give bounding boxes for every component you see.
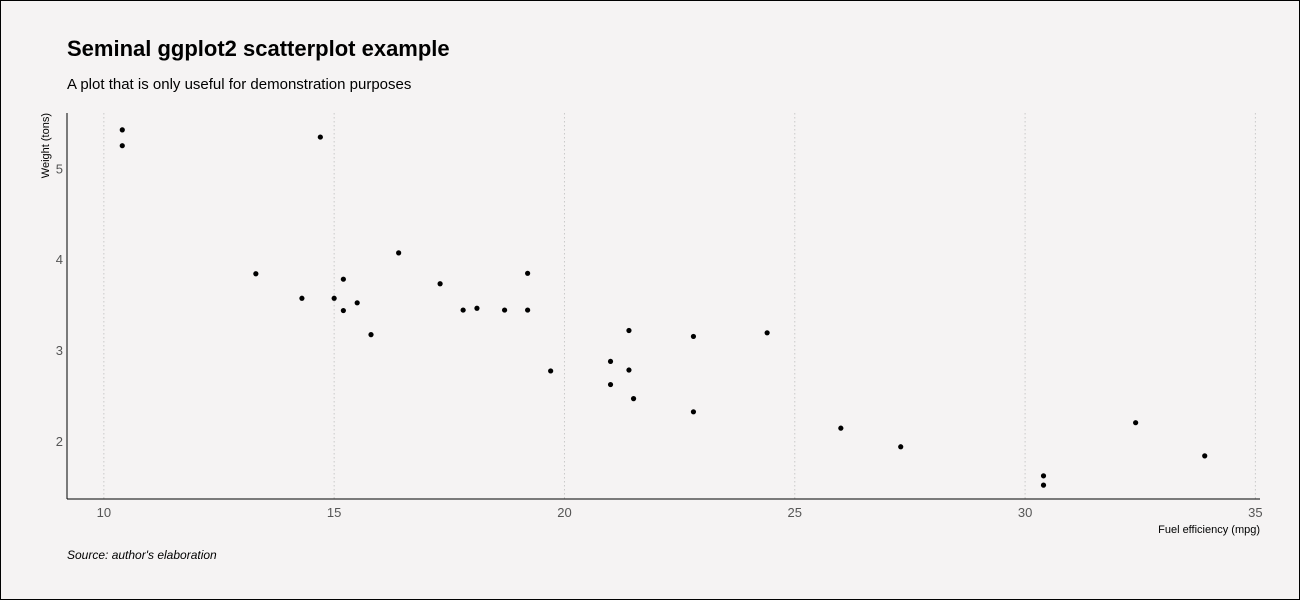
data-point (437, 281, 443, 287)
data-point (898, 444, 904, 450)
y-tick-label: 2 (56, 434, 63, 449)
data-point (525, 270, 531, 276)
data-point (331, 295, 337, 301)
data-point (1040, 473, 1047, 479)
data-point (460, 307, 466, 313)
data-point (119, 127, 125, 133)
x-tick-label: 15 (327, 505, 341, 520)
chart-title: Seminal ggplot2 scatterplot example (67, 36, 450, 61)
axes (66, 113, 1260, 500)
data-point (1040, 482, 1047, 488)
tick-labels: 10 15 20 25 30 35 2 3 4 5 (56, 161, 1263, 520)
data-point (607, 358, 614, 365)
data-point (690, 409, 697, 415)
x-tick-label: 35 (1248, 505, 1262, 520)
data-point (1202, 453, 1208, 459)
data-point (690, 333, 697, 340)
data-points (119, 127, 1208, 488)
data-point (317, 134, 323, 140)
data-point (396, 250, 402, 256)
chart-caption: Source: author's elaboration (67, 548, 217, 562)
y-tick-label: 5 (56, 161, 63, 176)
data-point (119, 143, 125, 149)
data-point (354, 300, 360, 306)
data-point (607, 381, 614, 388)
data-point (501, 307, 508, 313)
data-point (630, 396, 637, 402)
y-tick-label: 4 (56, 252, 63, 267)
x-tick-label: 10 (97, 505, 111, 520)
x-tick-label: 30 (1018, 505, 1032, 520)
data-point (626, 327, 632, 334)
data-point (764, 330, 770, 336)
x-axis-title: Fuel efficiency (mpg) (1158, 524, 1260, 536)
data-point (368, 332, 374, 338)
data-point (340, 276, 346, 282)
data-point (548, 368, 554, 374)
chart-subtitle: A plot that is only useful for demonstra… (67, 76, 412, 93)
data-point (838, 425, 844, 431)
x-tick-label: 25 (788, 505, 802, 520)
y-tick-label: 3 (56, 343, 63, 358)
data-point (299, 295, 305, 301)
x-tick-label: 20 (557, 505, 571, 520)
data-point (474, 305, 480, 311)
grid-lines (103, 113, 1256, 499)
data-point (340, 307, 346, 314)
data-point (626, 367, 632, 373)
data-point (525, 307, 531, 313)
data-point (253, 271, 259, 277)
data-point (1133, 420, 1139, 426)
y-axis-title: Weight (tons) (40, 113, 52, 178)
